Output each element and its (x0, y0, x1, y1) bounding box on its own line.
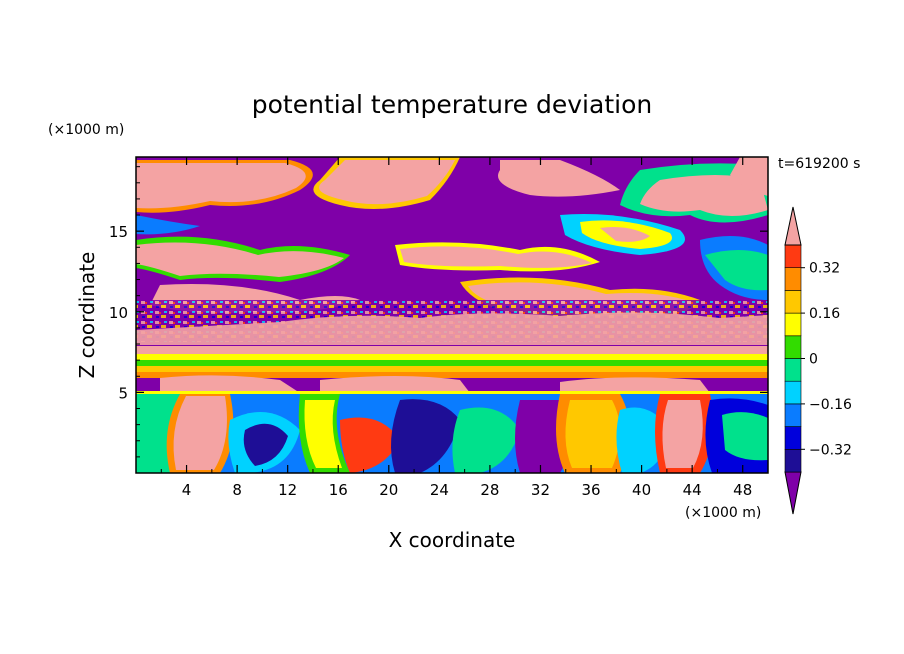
x-tick-label: 36 (581, 481, 600, 499)
plot-frame (135, 156, 769, 474)
colorbar-tick-label: 0.16 (809, 306, 840, 322)
colorbar-segment (784, 358, 802, 382)
y-tick-label: 15 (109, 223, 128, 241)
y-axis-ticks: 5 10 15 (109, 166, 768, 458)
x-tick-label: 8 (232, 481, 242, 499)
colorbar-tick-label: −0.16 (809, 397, 852, 413)
colorbar-segment (784, 380, 802, 405)
colorbar-segment (784, 290, 802, 314)
colorbar-segment (784, 244, 802, 269)
y-tick-label: 10 (109, 304, 128, 322)
colorbar: 0.32 0.16 0 −0.16 −0.32 (784, 206, 852, 515)
x-tick-label: 24 (430, 481, 449, 499)
time-label: t=619200 s (778, 156, 860, 172)
colorbar-segment (784, 335, 802, 359)
x-unit-label: (×1000 m) (685, 505, 761, 521)
x-tick-label: 4 (182, 481, 192, 499)
colorbar-extend-low (784, 471, 802, 515)
x-tick-label: 44 (683, 481, 702, 499)
lower-convection (136, 394, 768, 473)
colorbar-segment (784, 448, 802, 473)
colorbar-segment (784, 426, 802, 450)
x-tick-label: 32 (531, 481, 550, 499)
x-tick-label: 12 (278, 481, 297, 499)
x-tick-label: 28 (480, 481, 499, 499)
colorbar-tick-label: 0 (809, 352, 818, 368)
colorbar-segment (784, 267, 802, 291)
colorbar-tick-label: 0.32 (809, 261, 840, 277)
y-tick-label: 5 (118, 384, 128, 402)
colorbar-segment (784, 403, 802, 427)
x-tick-label: 20 (379, 481, 398, 499)
stable-bands (136, 346, 768, 394)
colorbar-tick-label: −0.32 (809, 442, 852, 458)
contour-field (136, 157, 768, 473)
x-tick-label: 16 (329, 481, 348, 499)
y-unit-label: (×1000 m) (48, 122, 124, 138)
x-tick-label: 48 (733, 481, 752, 499)
x-axis-ticks: 4 8 12 16 20 24 28 32 36 40 44 48 (160, 157, 752, 499)
y-axis-label: Z coordinate (75, 252, 99, 379)
x-tick-label: 40 (632, 481, 651, 499)
colorbar-extend-high (784, 206, 802, 246)
x-axis-label: X coordinate (389, 528, 516, 552)
colorbar-segment (784, 312, 802, 337)
chart-title: potential temperature deviation (252, 90, 652, 119)
